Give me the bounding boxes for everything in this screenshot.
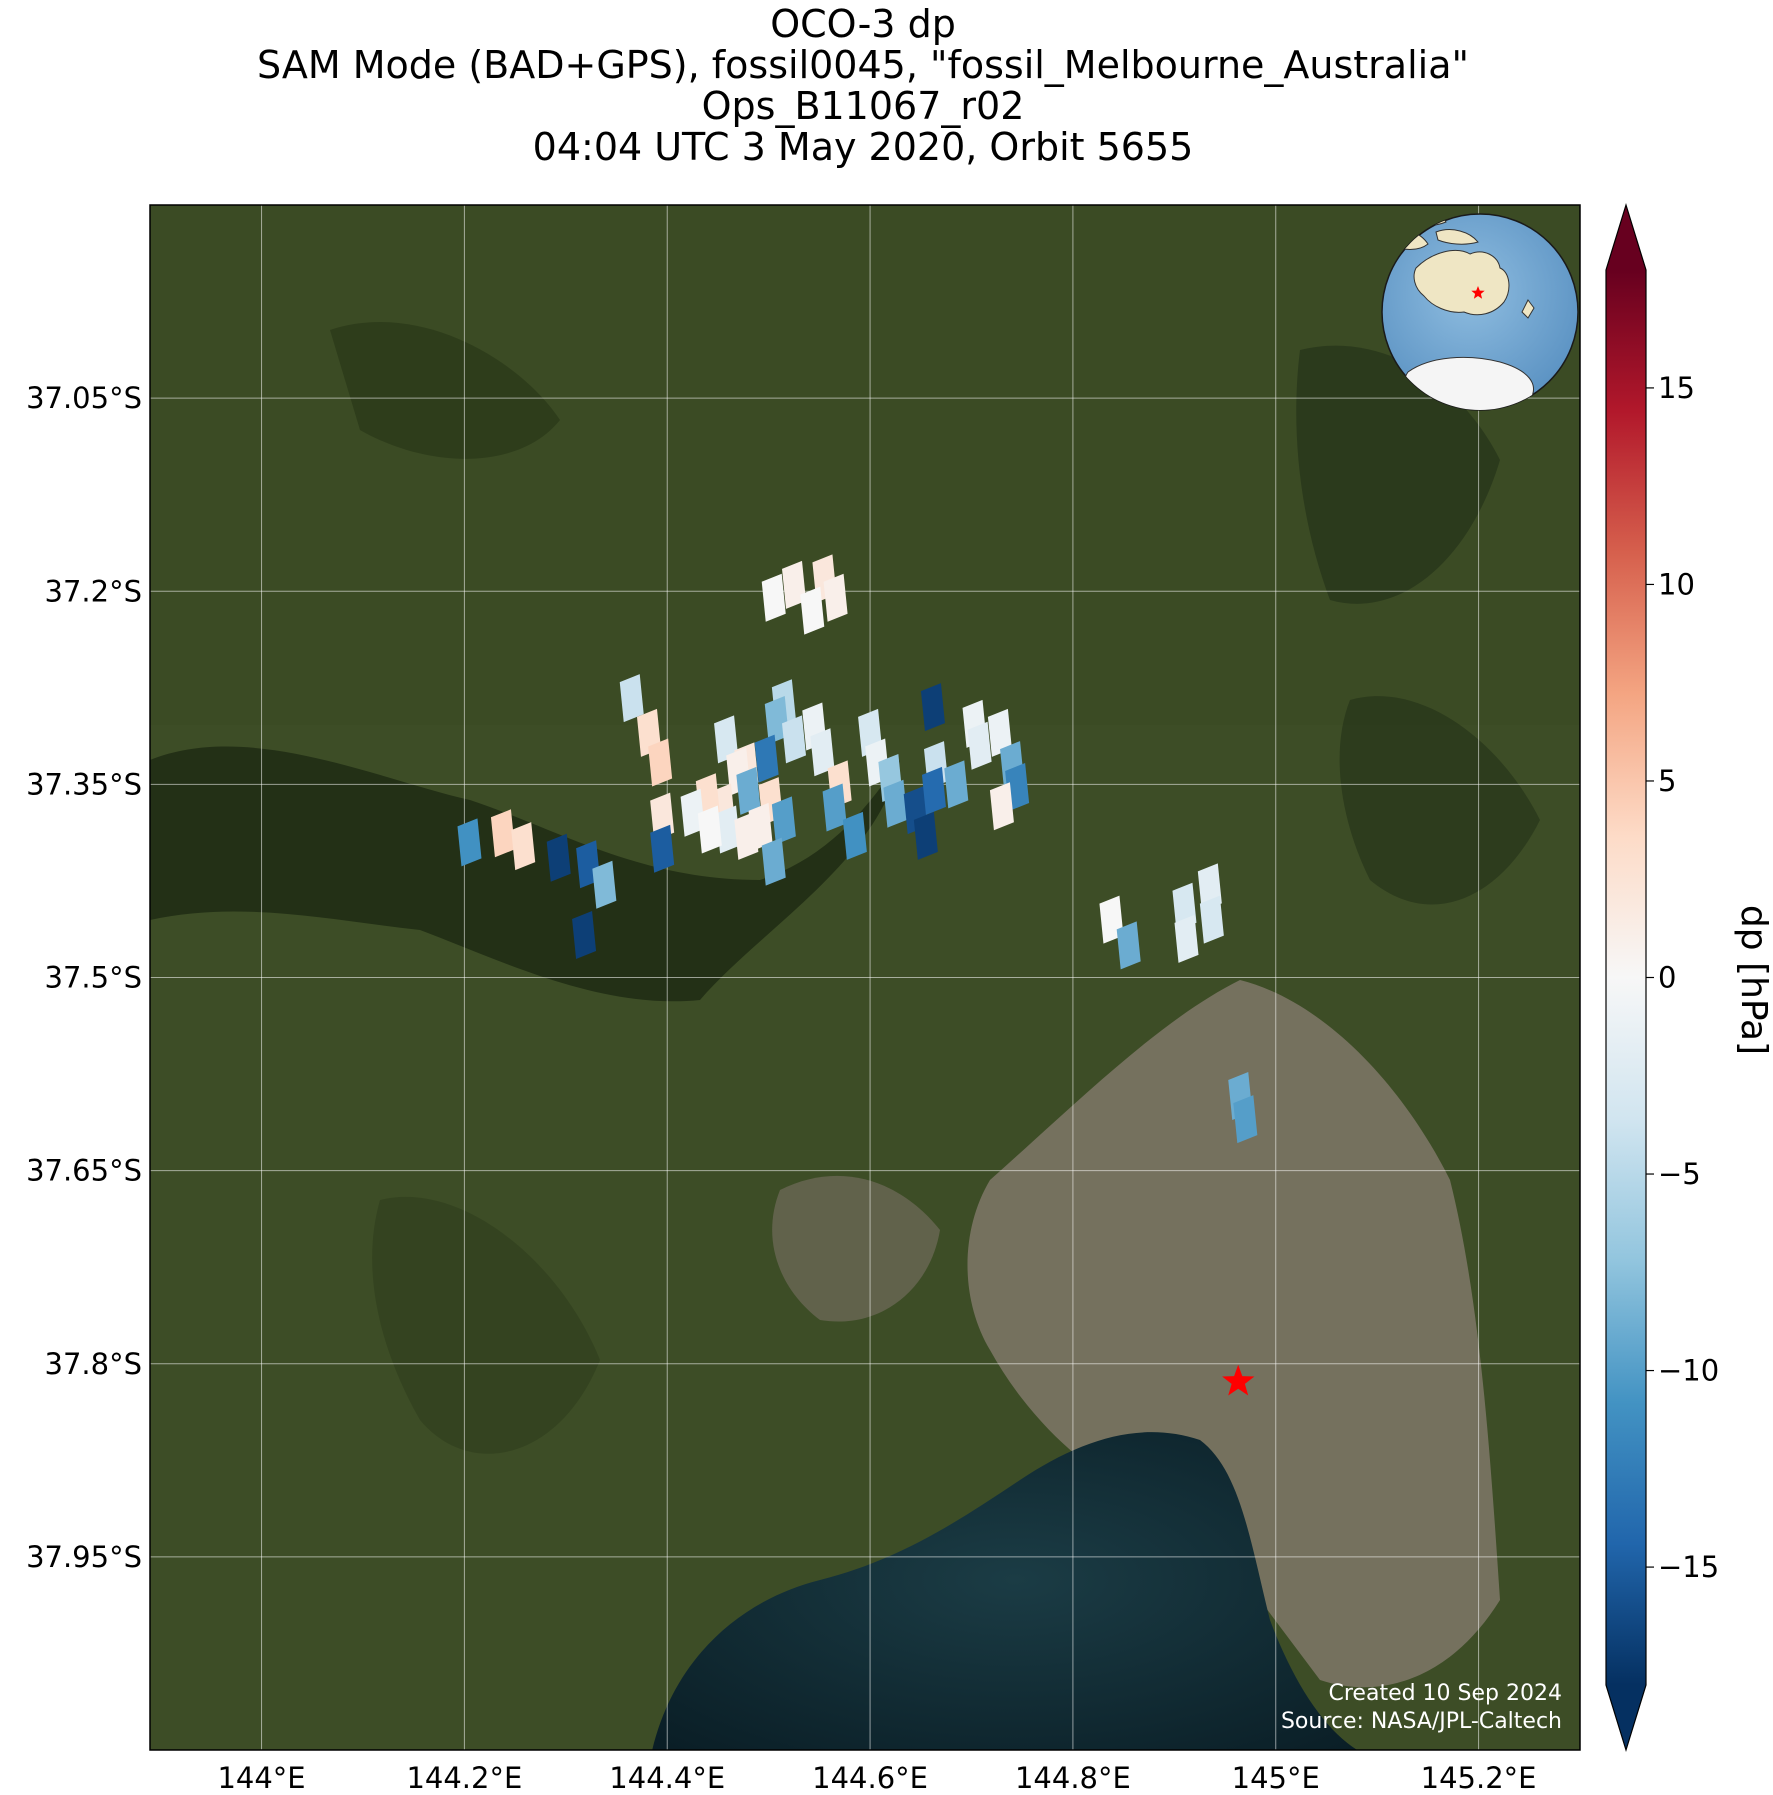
plot-title: OCO-3 dp SAM Mode (BAD+GPS), fossil0045,… (0, 4, 1726, 168)
colorbar-tick-label: −10 (1658, 1354, 1719, 1388)
y-tick-label: 37.35°S (26, 767, 142, 801)
x-axis-tick-labels: 144°E 144.2°E 144.4°E 144.6°E 144.8°E 145°E 14… (217, 1761, 1536, 1795)
colorbar: 15 10 5 0 −5 −10 −15 dp [hPa] (1605, 202, 1773, 1753)
sounding-footprint (822, 783, 847, 832)
title-line-4: 04:04 UTC 3 May 2020, Orbit 5655 (532, 125, 1194, 169)
sounding-footprint (680, 788, 705, 837)
sounding-footprint (734, 811, 759, 860)
colorbar-tick-label: 0 (1658, 961, 1676, 995)
sounding-footprint (1199, 895, 1224, 944)
sounding-footprint (714, 715, 739, 764)
forest-patch-3 (1339, 696, 1540, 905)
sounding-footprint (764, 696, 789, 744)
soundings-layer (457, 554, 1258, 1144)
globe-new-zealand (1521, 299, 1535, 319)
globe-australia (1413, 250, 1510, 316)
colorbar-gradient (1606, 270, 1646, 1685)
x-tick-label: 145.2°E (1421, 1761, 1537, 1795)
port-phillip-bay (652, 1432, 1358, 1750)
title-line-1: OCO-3 dp (770, 2, 956, 46)
forest-patch-4 (372, 1196, 600, 1454)
map-background (150, 205, 1580, 1750)
colorbar-tick-label: 15 (1658, 371, 1695, 405)
y-axis-tick-labels: 37.05°S 37.2°S 37.35°S 37.5°S 37.65°S 37.8°S 3… (26, 381, 142, 1574)
x-tick-label: 144.6°E (812, 1761, 928, 1795)
x-tick-label: 144°E (217, 1761, 305, 1795)
target-star-marker (1222, 1364, 1255, 1396)
forest-patch-1 (330, 322, 560, 459)
colorbar-tick-label: −5 (1658, 1157, 1701, 1191)
sounding-footprint (1116, 921, 1141, 970)
urban-area (967, 980, 1500, 1688)
map-frame (149, 204, 1581, 1751)
sounding-footprint (761, 837, 786, 886)
sounding-footprint (883, 779, 908, 828)
credit-created: Created 10 Sep 2024 (1329, 1681, 1563, 1706)
sounding-footprint (842, 811, 867, 860)
sounding-footprint (490, 809, 515, 858)
sounding-footprint (511, 822, 536, 871)
colorbar-max-extend (1606, 205, 1646, 270)
sounding-footprint (592, 860, 617, 909)
y-tick-label: 37.65°S (26, 1154, 142, 1188)
forest-patch-2 (1296, 345, 1500, 604)
sounding-footprint (648, 738, 673, 787)
credit-source: Source: NASA/JPL-Caltech (1281, 1709, 1562, 1734)
x-tick-label: 144.2°E (406, 1761, 522, 1795)
gridlines (150, 205, 1580, 1750)
sounding-footprint (920, 683, 945, 732)
sounding-footprint (800, 586, 825, 635)
sounding-footprint (782, 715, 807, 764)
title-line-3: Ops_B11067_r02 (701, 84, 1025, 128)
sounding-footprint (761, 573, 786, 622)
sounding-footprint (572, 911, 597, 960)
colorbar-ticks: 15 10 5 0 −5 −10 −15 (1646, 371, 1719, 1584)
sounding-footprint (754, 734, 779, 783)
sounding-footprint (697, 805, 722, 854)
colorbar-tick-label: 10 (1658, 567, 1695, 601)
sounding-footprint (810, 728, 835, 777)
sounding-footprint (989, 782, 1014, 831)
title-line-2: SAM Mode (BAD+GPS), fossil0045, "fossil_… (257, 43, 1469, 87)
sounding-footprint (736, 766, 761, 815)
x-tick-label: 144.8°E (1015, 1761, 1131, 1795)
y-tick-label: 37.95°S (26, 1540, 142, 1574)
sounding-footprint (823, 573, 848, 622)
colorbar-tick-label: 5 (1658, 764, 1676, 798)
x-tick-label: 145°E (1232, 1761, 1320, 1795)
colorbar-min-extend (1606, 1685, 1646, 1750)
globe-marker-star (1471, 286, 1485, 299)
sounding-footprint (944, 760, 969, 809)
y-tick-label: 37.5°S (45, 961, 142, 995)
sounding-footprint (967, 721, 992, 770)
sounding-footprint (987, 708, 1012, 757)
y-tick-label: 37.05°S (26, 381, 142, 415)
sounding-footprint (457, 818, 482, 867)
sounding-footprint (1233, 1095, 1258, 1144)
sounding-footprint (771, 796, 796, 845)
target-marker-layer (1222, 1364, 1255, 1396)
colorbar-outline (1605, 202, 1647, 1753)
urban-west (772, 1175, 940, 1322)
y-tick-label: 37.2°S (45, 574, 142, 608)
inset-globe (1381, 213, 1579, 411)
ranges-forest (150, 746, 900, 1002)
colorbar-tick-label: −15 (1658, 1550, 1719, 1584)
colorbar-label: dp [hPa] (1733, 905, 1773, 1055)
sounding-footprint (546, 833, 571, 882)
sounding-footprint (619, 674, 644, 723)
x-tick-label: 144.4°E (609, 1761, 725, 1795)
sounding-footprint (782, 560, 807, 609)
sounding-footprint (1174, 914, 1199, 963)
sounding-footprint (913, 811, 938, 860)
sounding-footprint (716, 805, 741, 854)
sounding-footprint (921, 766, 946, 815)
y-tick-label: 37.8°S (45, 1347, 142, 1381)
globe-new-guinea (1435, 229, 1479, 245)
sounding-footprint (650, 824, 675, 873)
